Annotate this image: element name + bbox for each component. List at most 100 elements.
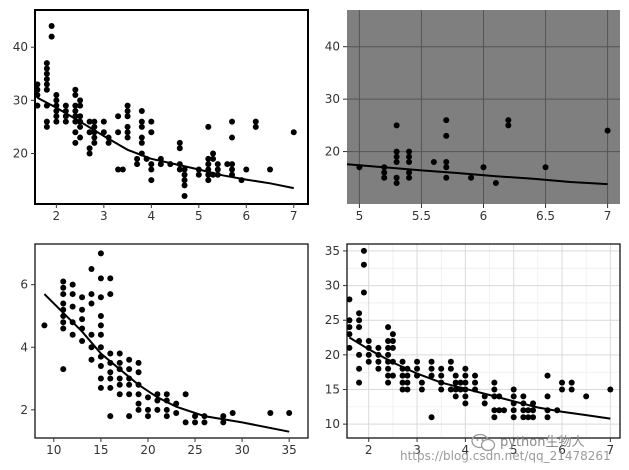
data-point <box>181 171 188 178</box>
data-point <box>393 122 400 129</box>
x-tick-label: 6 <box>558 443 566 457</box>
data-point <box>62 102 69 109</box>
data-point <box>462 393 469 400</box>
data-point <box>201 419 208 426</box>
data-point <box>346 317 353 324</box>
data-point <box>381 169 388 176</box>
data-point <box>375 344 382 351</box>
y-tick-label: 40 <box>13 40 28 54</box>
data-point <box>43 65 50 72</box>
x-tick-label: 3 <box>100 209 108 223</box>
data-point <box>243 166 250 173</box>
data-point <box>229 134 236 141</box>
data-point <box>491 414 498 421</box>
data-point <box>496 407 503 414</box>
x-tick-label: 5 <box>356 209 364 223</box>
data-point <box>252 118 259 125</box>
data-point <box>97 250 104 257</box>
axis-x: 5 5.5 6 6.5 7 <box>356 204 611 223</box>
data-point <box>399 358 406 365</box>
x-tick-label: 5 <box>195 209 203 223</box>
data-point <box>472 372 479 379</box>
data-point <box>385 324 392 331</box>
data-point <box>491 386 498 393</box>
data-point <box>116 350 123 357</box>
x-tick-label: 4 <box>462 443 470 457</box>
data-point <box>100 129 107 136</box>
data-point <box>393 159 400 166</box>
plot-border <box>34 9 309 205</box>
data-point <box>124 113 131 120</box>
data-point <box>438 386 445 393</box>
y-tick-label: 10 <box>325 417 340 431</box>
data-point <box>43 123 50 130</box>
data-point <box>447 358 454 365</box>
x-tick-label: 2 <box>53 209 61 223</box>
chart-panel-top-left: 2 3 4 5 6 7 20 30 40 <box>13 9 309 223</box>
data-point <box>492 180 499 187</box>
y-tick-label: 15 <box>325 383 340 397</box>
data-point <box>356 324 363 331</box>
data-point <box>205 123 212 130</box>
data-point <box>148 166 155 173</box>
grid-lines <box>347 10 620 204</box>
y-tick-label: 4 <box>20 340 28 354</box>
x-tick-label: 35 <box>282 443 297 457</box>
data-point <box>43 118 50 125</box>
data-point <box>148 129 155 136</box>
data-point <box>97 344 104 351</box>
data-point <box>107 375 114 382</box>
data-point <box>229 118 236 125</box>
data-point <box>365 358 372 365</box>
data-point <box>393 153 400 160</box>
data-point <box>462 365 469 372</box>
data-point <box>389 331 396 338</box>
data-point <box>163 413 170 420</box>
axis-y: 20 30 40 <box>13 40 35 161</box>
data-point <box>491 379 498 386</box>
data-point <box>86 145 93 152</box>
data-point <box>530 407 537 414</box>
data-point <box>583 393 590 400</box>
y-tick-label: 2 <box>20 403 28 417</box>
y-tick-label: 6 <box>20 278 28 292</box>
data-point <box>181 193 188 200</box>
data-point <box>107 369 114 376</box>
data-point <box>181 166 188 173</box>
data-point <box>79 294 86 301</box>
data-point <box>77 102 84 109</box>
data-point <box>77 113 84 120</box>
data-point <box>88 356 95 363</box>
data-point <box>86 129 93 136</box>
data-point <box>428 365 435 372</box>
data-point <box>60 300 67 307</box>
data-point <box>115 113 122 120</box>
data-point <box>97 375 104 382</box>
data-point <box>97 275 104 282</box>
data-point <box>505 117 512 124</box>
x-tick-label: 3 <box>413 443 421 457</box>
data-point <box>525 414 532 421</box>
data-point <box>107 350 114 357</box>
x-tick-label: 30 <box>234 443 249 457</box>
data-point <box>438 372 445 379</box>
x-tick-label: 5.5 <box>412 209 431 223</box>
data-point <box>124 123 131 130</box>
y-tick-label: 40 <box>325 40 340 54</box>
trend-line <box>346 163 608 186</box>
watermark: https://blog.csdn.net/qq_21478261 python… <box>400 433 611 463</box>
data-point <box>356 317 363 324</box>
data-point <box>144 394 151 401</box>
data-point <box>43 60 50 67</box>
data-point <box>79 316 86 323</box>
data-point <box>356 365 363 372</box>
data-point <box>107 413 114 420</box>
data-point <box>568 386 575 393</box>
data-point <box>481 400 488 407</box>
data-point <box>205 171 212 178</box>
data-point <box>491 407 498 414</box>
axis-y: 20 30 40 <box>325 40 347 159</box>
data-point <box>163 406 170 413</box>
data-point <box>418 386 425 393</box>
data-point <box>399 379 406 386</box>
